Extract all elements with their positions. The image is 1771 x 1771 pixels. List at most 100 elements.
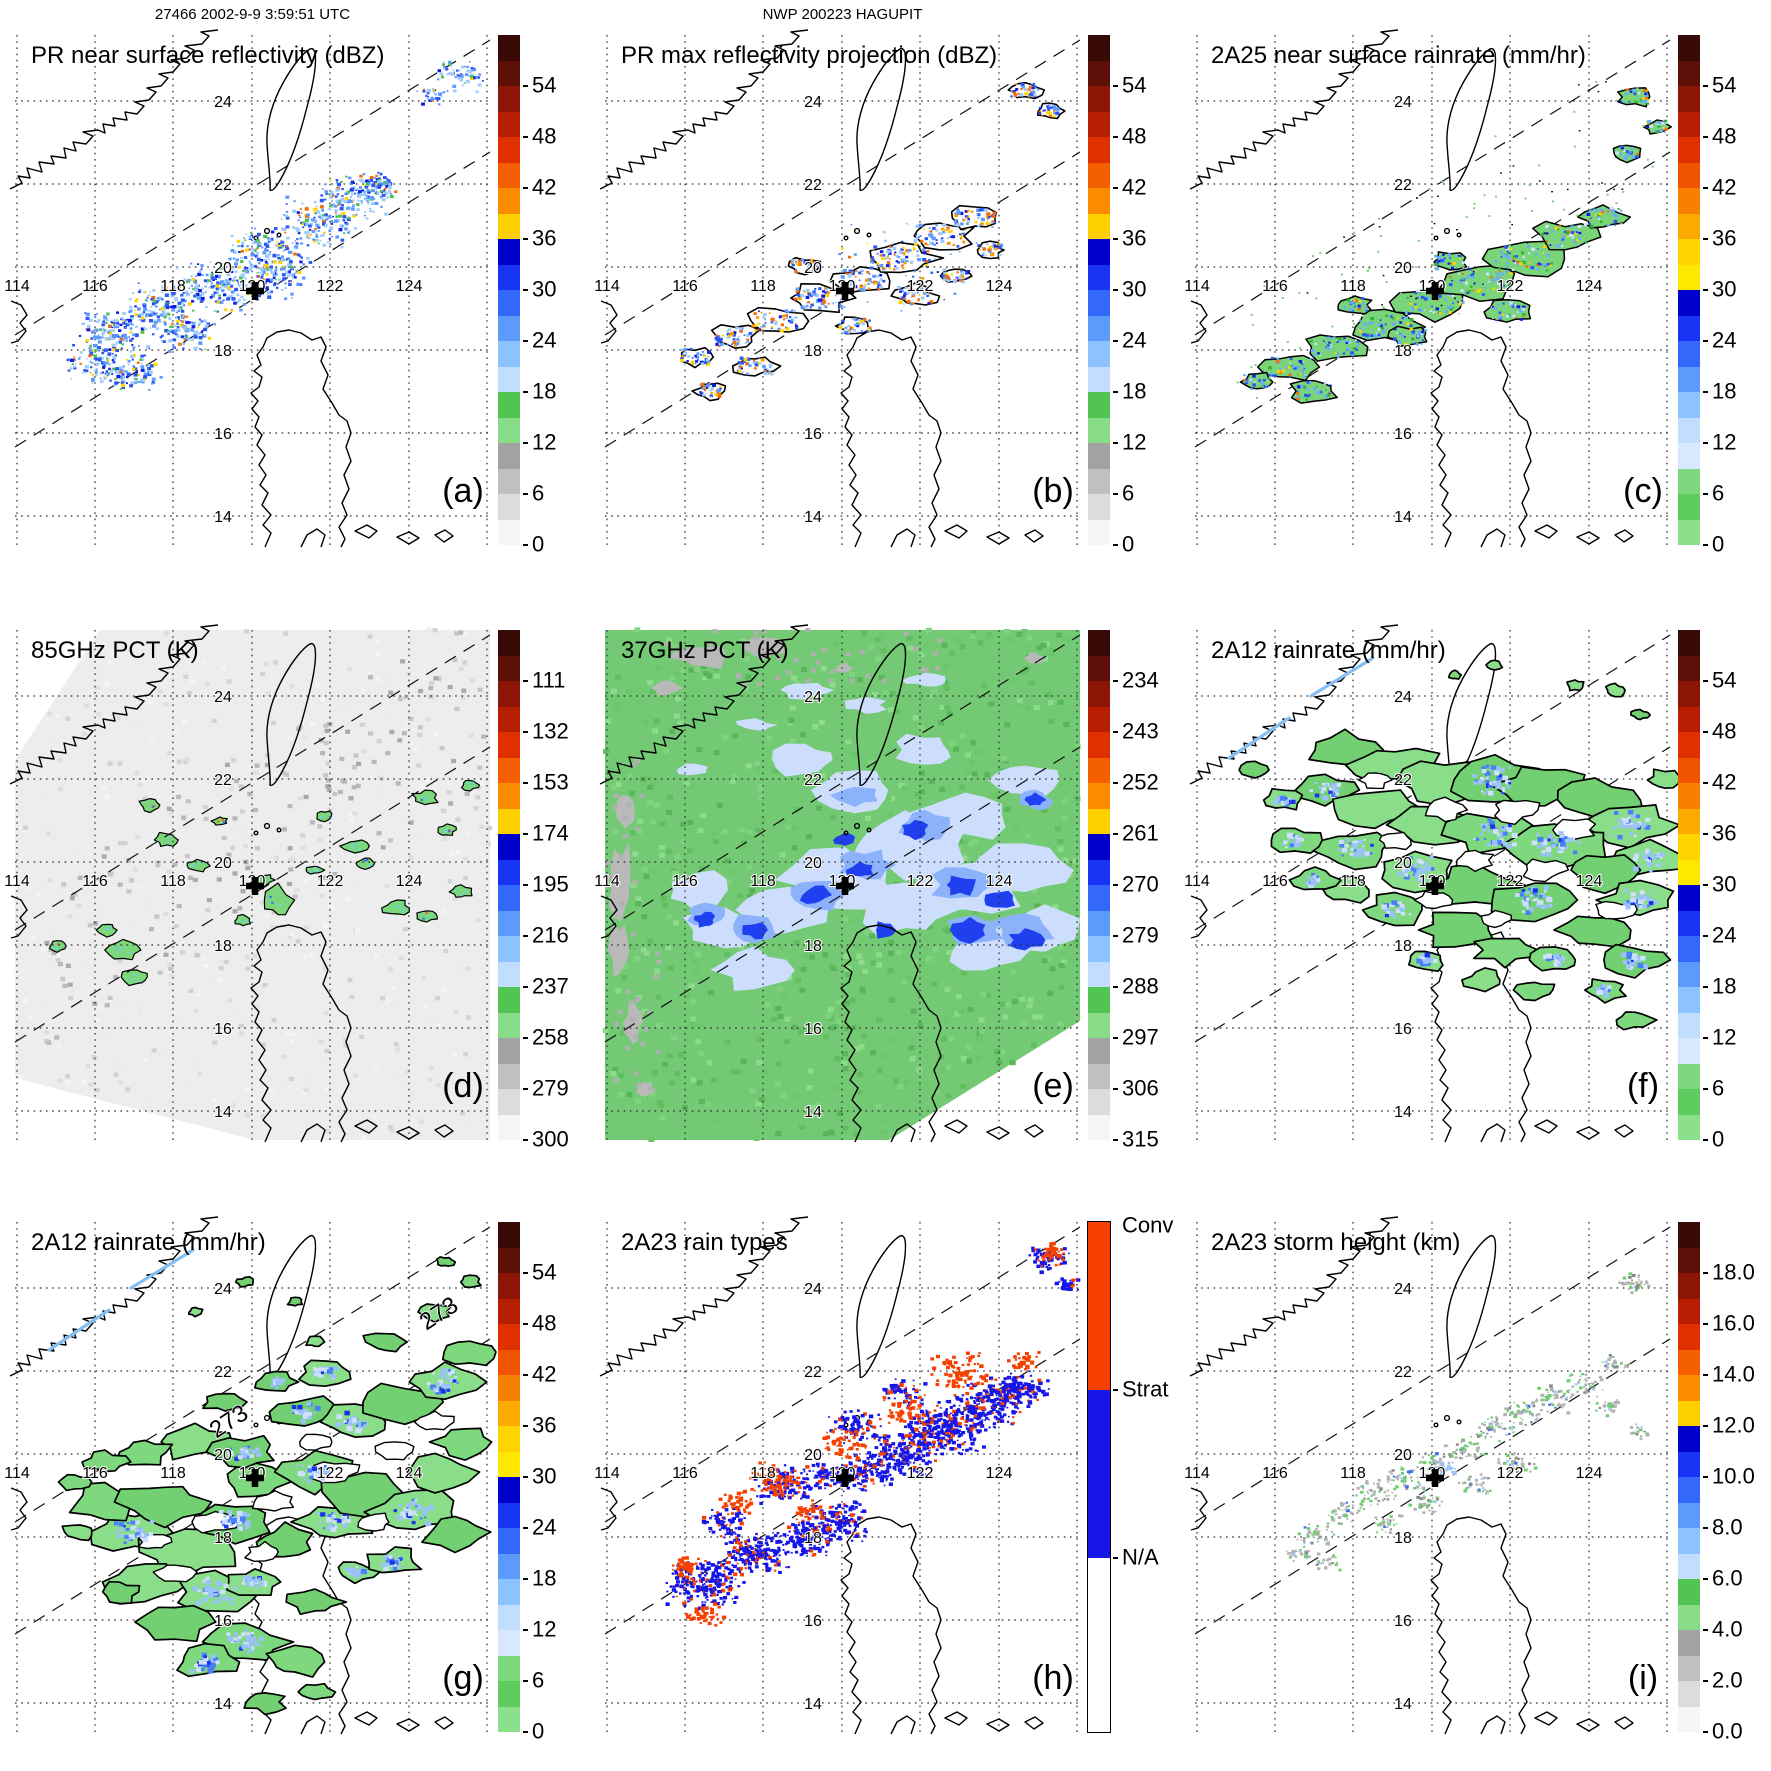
colorbar-segment [1088,188,1110,214]
data-layer [47,1248,497,1716]
colorbar-segment [498,137,520,163]
colorbar-segment [1088,1089,1110,1115]
colorbar-segment [1678,213,1700,239]
svg-text:20: 20 [804,260,822,277]
colorbar-tick [1703,1425,1708,1427]
colorbar-segment [1678,757,1700,783]
data-layer [1285,1272,1651,1572]
colorbar-segment [1088,808,1110,834]
colorbar-tick [523,1323,528,1325]
colorbar-label: 306 [1122,1075,1159,1101]
colorbar-segment [1088,910,1110,936]
colorbar-segment [1678,239,1700,265]
colorbar-segment [1088,706,1110,732]
svg-text:118: 118 [1340,278,1366,295]
orbit-timestamp: 27466 2002-9-9 3:59:51 UTC [154,6,351,23]
colorbar-label: 288 [1122,973,1159,999]
data-layer [1236,80,1672,412]
colorbar-segment [1678,86,1700,112]
colorbar-tick [523,136,528,138]
colorbar-segment [498,1604,520,1630]
colorbar-label: Conv [1122,1212,1174,1238]
svg-text:22: 22 [804,177,822,194]
colorbar-tick [1113,986,1118,988]
colorbar-segment [1088,137,1110,163]
colorbar-label: 6 [1712,1075,1725,1101]
colorbar-label: 14.0 [1712,1361,1755,1387]
svg-text:16: 16 [804,1021,822,1038]
colorbar-tick [1703,986,1708,988]
colorbar-tick [1113,85,1118,87]
colorbar-segment [498,1012,520,1038]
panel-c: 114 116 118 120 122 124 24 22 20 18 16 14 2A25 near … [1183,29,1757,556]
colorbar-label: 42 [532,174,557,200]
colorbar-label: 258 [532,1024,569,1050]
colorbar-label: 315 [1122,1126,1159,1152]
colorbar-segment [498,783,520,809]
colorbar-segment [498,366,520,392]
colorbar-segment [1678,1630,1700,1656]
map-g: 114 116 118 120 122 1242422201816142732732A12… [3,1216,497,1735]
colorbar-d: 111 132 153 174 195 216 237 258 279 300 [498,630,569,1151]
colorbar-label: 24 [1712,327,1737,353]
colorbar-segment [498,655,520,681]
colorbar-segment [498,1426,520,1452]
svg-text:14: 14 [214,1104,232,1121]
colorbar-label: 2.0 [1712,1667,1743,1693]
svg-text:124: 124 [396,873,423,890]
colorbar-label: 48 [532,123,557,149]
colorbar-segment [1678,936,1700,962]
colorbar-label: 12 [1122,429,1147,455]
colorbar-label: 24 [532,1514,557,1540]
storm-center-marker [836,282,854,300]
colorbar-segment [498,706,520,732]
colorbar-segment [1088,757,1110,783]
panel-letter: (f) [1627,1067,1659,1105]
colorbar-label: 36 [1122,225,1147,251]
panel-e: 114 116 118 120 122 124 24 22 20 18 16 14 37GHz PCT … [593,624,1167,1151]
colorbar-label: 48 [1712,123,1737,149]
colorbar-label: 48 [532,1310,557,1336]
colorbar-label: 16.0 [1712,1310,1755,1336]
colorbar-label: 6.0 [1712,1565,1743,1591]
colorbar-label: 24 [532,327,557,353]
colorbar-tick [523,1731,528,1733]
colorbar-segment [498,681,520,707]
colorbar-tick [523,1272,528,1274]
colorbar-segment [498,290,520,316]
storm-center-marker [246,877,264,895]
svg-text:124: 124 [986,873,1013,890]
colorbar-segment [1088,1038,1110,1064]
colorbar-tick [1703,1272,1708,1274]
colorbar-tick [1113,884,1118,886]
colorbar-segment [1088,443,1110,469]
colorbar-label: 18 [532,1565,557,1591]
colorbar-segment [1678,681,1700,707]
colorbar-label: 297 [1122,1024,1159,1050]
colorbar-label: 237 [532,973,569,999]
colorbar-label: 234 [1122,667,1159,693]
svg-text:24: 24 [1394,94,1412,111]
colorbar-label: 12 [1712,1024,1737,1050]
panel-letter: (h) [1032,1659,1074,1697]
coastlines [599,29,1044,548]
colorbar-label: 30 [1712,276,1737,302]
colorbar-segment [1678,290,1700,316]
colorbar-label: 18 [1712,378,1737,404]
svg-text:20: 20 [1394,260,1412,277]
colorbar-tick [1703,833,1708,835]
colorbar-tick [1113,1139,1118,1141]
colorbar-tick [1113,136,1118,138]
colorbar-segment [1678,1400,1700,1426]
colorbar-tick [523,731,528,733]
colorbar-segment [1678,987,1700,1013]
svg-text:20: 20 [804,855,822,872]
colorbar-label: 18.0 [1712,1259,1755,1285]
colorbar-segment [1678,732,1700,758]
svg-text:18: 18 [1394,343,1412,360]
colorbar-label: 153 [532,769,569,795]
